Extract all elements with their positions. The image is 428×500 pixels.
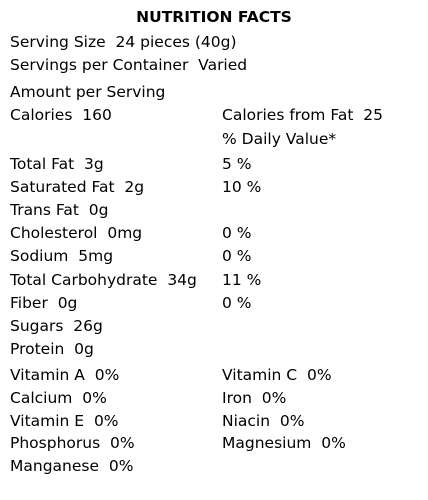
daily-value: 0 % bbox=[222, 293, 252, 312]
nutrient: Total Fat 3g bbox=[10, 155, 104, 173]
vitamin: Niacin 0% bbox=[222, 411, 305, 430]
servings-per-container: Servings per Container Varied bbox=[10, 56, 248, 74]
daily-value: 0 % bbox=[222, 224, 252, 243]
nutrient: Saturated Fat 2g bbox=[10, 178, 145, 197]
daily-value-header: % Daily Value* bbox=[222, 130, 337, 148]
nutrient: Sugars 26g bbox=[10, 316, 103, 335]
vitamin: Vitamin C 0% bbox=[222, 366, 332, 384]
nutrient: Protein 0g bbox=[10, 339, 94, 358]
calories-from-fat: Calories from Fat 25 bbox=[222, 106, 383, 124]
nutrient: Fiber 0g bbox=[10, 293, 78, 312]
daily-value: 0 % bbox=[222, 247, 252, 266]
vitamin: Magnesium 0% bbox=[222, 434, 346, 453]
vitamin: Vitamin A 0% bbox=[10, 366, 120, 384]
vitamin: Calcium 0% bbox=[10, 388, 107, 407]
vitamin: Phosphorus 0% bbox=[10, 434, 135, 453]
calories: Calories 160 bbox=[10, 106, 112, 124]
vitamin: Vitamin E 0% bbox=[10, 411, 119, 430]
title: NUTRITION FACTS bbox=[136, 8, 292, 26]
daily-value: 11 % bbox=[222, 270, 262, 289]
vitamin: Manganese 0% bbox=[10, 457, 134, 476]
serving-size: Serving Size 24 pieces (40g) bbox=[10, 33, 237, 51]
daily-value: 5 % bbox=[222, 155, 252, 173]
nutrient: Trans Fat 0g bbox=[10, 201, 109, 220]
nutrient: Cholesterol 0mg bbox=[10, 224, 143, 243]
nutrient: Total Carbohydrate 34g bbox=[10, 270, 197, 289]
daily-value: 10 % bbox=[222, 178, 262, 197]
amount-per-serving: Amount per Serving bbox=[10, 83, 166, 101]
vitamin: Iron 0% bbox=[222, 388, 287, 407]
nutrient: Sodium 5mg bbox=[10, 247, 114, 266]
